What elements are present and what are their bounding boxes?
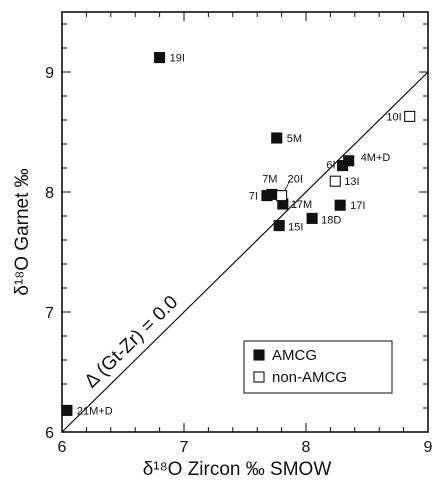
data-point-5m (271, 132, 283, 144)
legend-label: non-AMCG (272, 369, 347, 386)
reference-line (61, 71, 429, 433)
axis-ticks: 6 7 8 9 6 7 8 9 (45, 12, 433, 456)
point-label: 6I (326, 160, 335, 172)
x-tick-label: 8 (302, 439, 311, 456)
data-point-17i (334, 199, 346, 211)
data-point-21md (61, 404, 73, 416)
plot-frame (61, 11, 429, 433)
legend: AMCG non-AMCG (243, 340, 393, 394)
data-point-13i (329, 175, 341, 187)
point-label: 4M+D (361, 152, 391, 164)
point-label: 17I (350, 200, 365, 212)
point-label: 15I (288, 222, 303, 234)
legend-marker-open (253, 371, 265, 383)
point-label: 20I (288, 174, 303, 186)
y-axis-label: δ¹⁸O Garnet ‰ (12, 168, 33, 295)
axis-titles: δ¹⁸O Zircon ‰ SMOW δ¹⁸O Garnet ‰ (12, 168, 331, 480)
data-point-18d (306, 212, 318, 224)
y-tick-label: 7 (45, 305, 54, 322)
data-point-7i (261, 190, 273, 202)
point-label: 7I (249, 191, 258, 203)
data-point-19i (154, 52, 166, 64)
point-label: 13I (344, 176, 359, 188)
point-label: 7M (262, 173, 277, 185)
x-tick-label: 6 (58, 439, 67, 456)
data-point-10i (404, 110, 416, 122)
point-label: 21M+D (77, 405, 113, 417)
y-tick-label: 9 (45, 65, 54, 82)
point-label: 19I (170, 53, 185, 65)
point-label: 10I (386, 111, 401, 123)
point-label: 17M (291, 199, 312, 211)
reference-line-label: Δ (Gt-Zr) = 0.0 (81, 292, 183, 393)
x-tick-label: 9 (424, 439, 433, 456)
y-tick-label: 6 (45, 425, 54, 442)
legend-label: AMCG (272, 347, 317, 364)
data-points: 19I 5M 4M+D 6I 7M 7I 17M 17I 18D 15I 21M+D 10I 13I 20… (61, 52, 416, 417)
data-point-20i (276, 190, 288, 202)
point-label: 5M (287, 133, 302, 145)
x-axis-label: δ¹⁸O Zircon ‰ SMOW (143, 459, 332, 480)
data-point-6i (337, 160, 349, 172)
legend-marker-filled (253, 349, 265, 361)
point-label: 18D (321, 214, 341, 226)
data-point-15i (273, 220, 285, 232)
leader-line (284, 180, 290, 191)
y-tick-label: 8 (45, 185, 54, 202)
x-tick-label: 7 (180, 439, 189, 456)
legend-box (243, 340, 393, 394)
plot-area (61, 11, 429, 433)
